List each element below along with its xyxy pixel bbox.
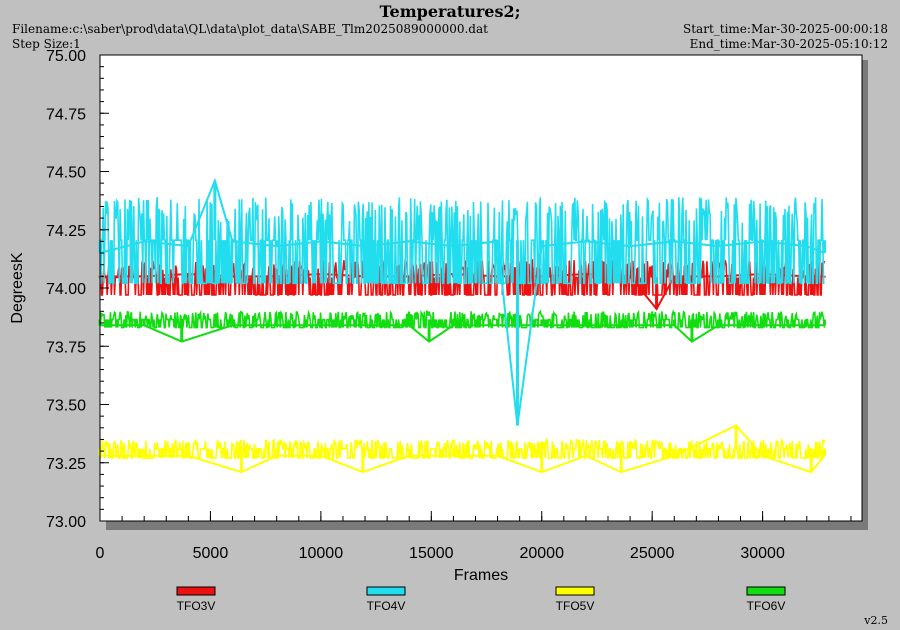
series-band-tfo6v: [99, 308, 826, 329]
legend-item-tfo6v: TFO6V: [746, 586, 786, 613]
x-tick-label: 10000: [299, 545, 344, 562]
x-tick-label: 0: [96, 545, 105, 562]
start-time-label: Start_time:Mar-30-2025-00:00:18: [683, 22, 888, 36]
version-label: v2.5: [864, 614, 888, 627]
legend-label: TFO5V: [556, 599, 595, 613]
x-axis-label: Frames: [454, 567, 508, 584]
legend-label: TFO4V: [367, 599, 406, 613]
series-line-tfo4v: [99, 177, 825, 426]
series-band-tfo5v: [99, 436, 826, 459]
legend-swatch: [176, 586, 216, 596]
x-tick-label: 15000: [409, 545, 454, 562]
x-tick-label: 5000: [193, 545, 229, 562]
y-tick-label: 74.25: [46, 223, 86, 240]
legend-swatch: [746, 586, 786, 596]
chart-title: Temperatures2;: [379, 2, 521, 21]
y-tick-label: 73.25: [46, 456, 86, 473]
y-tick-label: 74.75: [46, 106, 86, 123]
legend: TFO3V TFO4V TFO5V TFO6V: [176, 586, 786, 613]
series-tfo4v: [98, 177, 826, 426]
legend-label: TFO6V: [747, 599, 786, 613]
y-axis-label: DegreesK: [9, 252, 26, 323]
x-tick-label: 20000: [519, 545, 564, 562]
y-tick-label: 73.50: [46, 398, 86, 415]
series-line-tfo6v: [100, 324, 825, 343]
end-time-label: End_time:Mar-30-2025-05:10:12: [689, 37, 888, 51]
axis-layer: 73.00 73.25 73.50 73.75 74.00 74.25 74.50 74.75…: [46, 48, 862, 562]
legend-item-tfo3v: TFO3V: [176, 586, 216, 613]
legend-label: TFO3V: [177, 599, 216, 613]
y-tick-label: 74.50: [46, 165, 86, 182]
y-tick-label: 73.75: [46, 339, 86, 356]
y-tick-label: 75.00: [46, 48, 86, 65]
step-size-label: Step Size:1: [12, 37, 81, 51]
series-band-tfo4v: [100, 196, 825, 285]
legend-item-tfo4v: TFO4V: [366, 586, 406, 613]
series-tfo5v: [98, 424, 826, 474]
legend-swatch: [555, 586, 595, 596]
x-tick-label: 25000: [630, 545, 675, 562]
legend-item-tfo5v: TFO5V: [555, 586, 595, 613]
series-layer: [98, 177, 826, 474]
y-tick-label: 73.00: [46, 514, 86, 531]
series-line-tfo5v: [100, 424, 826, 474]
x-tick-label: 30000: [740, 545, 785, 562]
filename-label: Filename:c:\saber\prod\data\QL\data\plot…: [12, 22, 488, 36]
legend-swatch: [366, 586, 406, 596]
y-tick-label: 74.00: [46, 281, 86, 298]
